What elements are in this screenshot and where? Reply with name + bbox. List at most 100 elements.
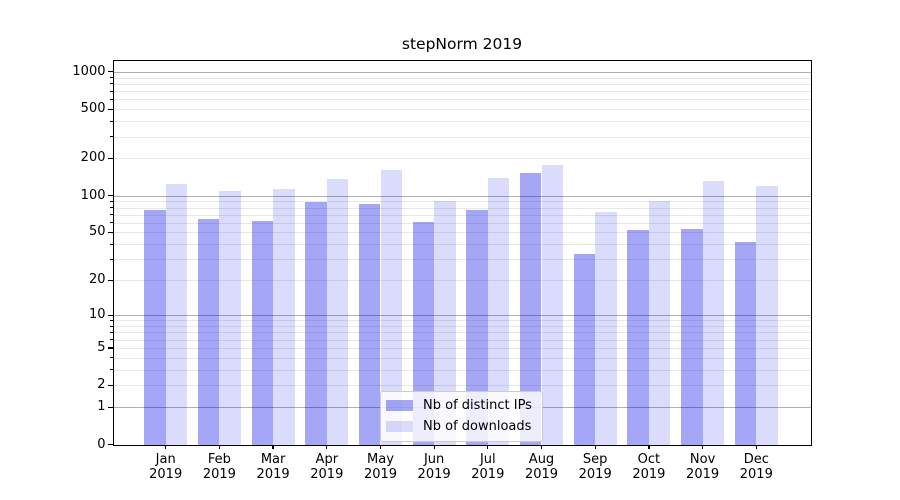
y-tick-label: 2 (97, 377, 106, 393)
y-tick-mark (108, 443, 113, 446)
y-minor-tick-mark (110, 77, 113, 78)
y-tick-label: 50 (88, 224, 106, 240)
gridline-minor (113, 232, 811, 234)
y-minor-tick-mark (110, 339, 113, 340)
gridline-minor (113, 214, 811, 216)
gridline-minor (113, 357, 811, 359)
gridline-minor (113, 280, 811, 282)
bar-ips-jun (412, 221, 435, 445)
gridline-minor (113, 109, 811, 111)
y-tick-label: 1000 (72, 63, 106, 79)
gridline-minor (113, 77, 811, 79)
y-minor-tick-mark (110, 357, 113, 359)
bar-downloads-feb (219, 190, 241, 445)
gridline-minor (113, 222, 811, 224)
gridline-minor (113, 244, 811, 246)
bar-ips-aug (519, 173, 542, 445)
gridline-minor (113, 320, 811, 322)
gridline-minor (113, 347, 811, 349)
bar-downloads-apr (326, 179, 349, 445)
y-minor-tick-mark (110, 384, 113, 386)
x-tick-mark (594, 444, 596, 449)
y-tick-mark (108, 406, 113, 408)
bar-ips-may (358, 203, 381, 445)
gridline-minor (113, 339, 811, 341)
bar-ips-oct (627, 230, 649, 445)
gridline-minor (113, 207, 811, 209)
bar-ips-jan (144, 209, 166, 445)
gridline-minor (113, 385, 811, 387)
gridline-minor (113, 369, 811, 371)
x-tick-label-dec: Dec 2019 (739, 451, 773, 483)
y-minor-tick-mark (110, 222, 113, 224)
x-tick-mark (701, 444, 704, 449)
gridline-minor (113, 332, 811, 334)
legend-item-downloads: Nb of downloads (386, 418, 532, 435)
y-tick-label: 1 (97, 399, 106, 415)
gridline-minor (113, 136, 811, 138)
y-tick-mark (108, 195, 113, 197)
x-tick-label-feb: Feb 2019 (202, 451, 236, 483)
legend-swatch-downloads (386, 421, 413, 432)
x-tick-label-jan: Jan 2019 (149, 451, 183, 483)
bar-downloads-sep (595, 212, 617, 445)
bar-downloads-oct (648, 200, 671, 445)
y-minor-tick-mark (110, 258, 113, 260)
x-tick-mark (326, 444, 328, 449)
y-minor-tick-mark (110, 231, 113, 233)
y-minor-tick-mark (110, 243, 113, 245)
x-tick-label-mar: Mar 2019 (256, 451, 290, 483)
y-tick-label: 100 (80, 187, 106, 203)
bar-downloads-may (380, 170, 403, 445)
y-minor-tick-mark (110, 319, 113, 321)
x-tick-mark (540, 444, 543, 449)
gridline-minor (113, 121, 811, 123)
x-tick-label-sep: Sep 2019 (578, 451, 612, 483)
y-minor-tick-mark (110, 347, 113, 349)
y-minor-tick-mark (110, 200, 113, 202)
y-minor-tick-mark (110, 108, 113, 110)
bar-downloads-jun (434, 200, 456, 445)
gridline-minor (113, 99, 811, 101)
y-tick-mark (108, 71, 113, 73)
legend: Nb of distinct IPs Nb of downloads (380, 391, 543, 442)
gridline-major (113, 71, 811, 73)
y-tick-label: 500 (80, 101, 106, 117)
x-tick-mark (433, 444, 435, 449)
bar-ips-dec (734, 241, 757, 445)
bar-ips-mar (251, 221, 274, 445)
chart-title: stepNorm 2019 (401, 35, 523, 53)
y-minor-tick-mark (110, 83, 113, 85)
legend-label-distinct-ips: Nb of distinct IPs (423, 398, 532, 413)
bar-downloads-jul (487, 178, 510, 445)
y-minor-tick-mark (110, 279, 113, 281)
bar-downloads-jan (165, 183, 188, 445)
y-tick-label: 0 (97, 436, 106, 452)
y-minor-tick-mark (110, 120, 113, 122)
gridline-major (113, 315, 811, 317)
y-minor-tick-mark (110, 331, 113, 333)
bar-ips-sep (573, 254, 596, 445)
bar-ips-feb (197, 218, 220, 445)
y-tick-label: 5 (97, 339, 106, 355)
y-minor-tick-mark (110, 157, 113, 159)
x-tick-label-apr: Apr 2019 (310, 451, 344, 483)
y-tick-mark (108, 314, 113, 316)
y-minor-tick-mark (110, 98, 113, 100)
x-tick-mark (165, 444, 167, 449)
gridline-minor (113, 83, 811, 85)
y-tick-label: 10 (88, 307, 106, 323)
y-minor-tick-mark (110, 325, 113, 327)
gridline-minor (113, 91, 811, 93)
x-tick-mark (218, 444, 220, 449)
x-tick-label-jul: Jul 2019 (471, 451, 505, 483)
gridline-minor (113, 326, 811, 327)
y-minor-tick-mark (110, 136, 113, 138)
x-tick-label-aug: Aug 2019 (524, 451, 559, 483)
x-tick-mark (755, 444, 757, 449)
x-tick-label-jun: Jun 2019 (417, 451, 451, 483)
x-tick-label-nov: Nov 2019 (686, 451, 720, 483)
gridline-minor (113, 158, 811, 160)
x-tick-label-oct: Oct 2019 (632, 451, 666, 483)
